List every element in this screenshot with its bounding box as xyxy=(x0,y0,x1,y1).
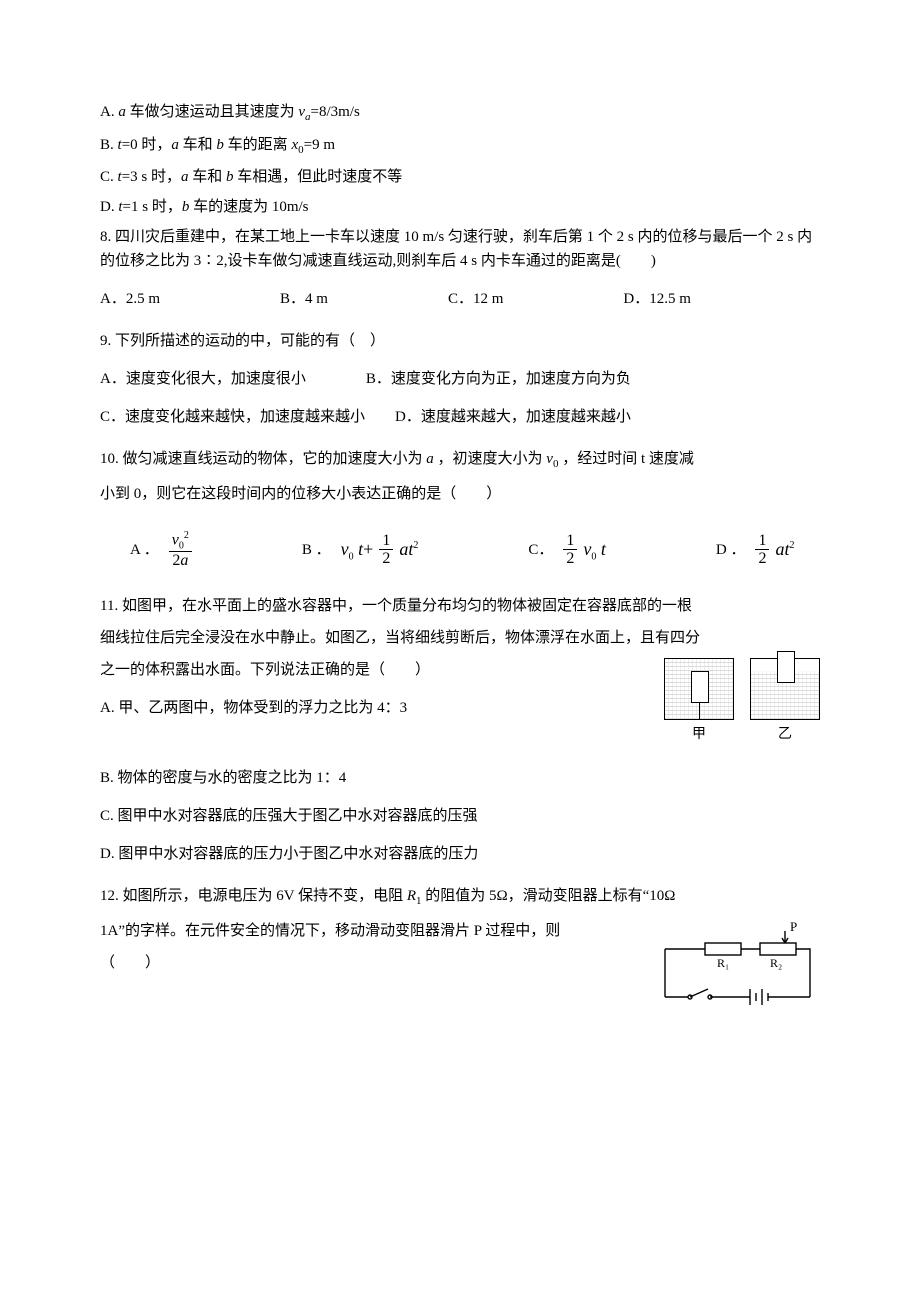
q9-stem: 9. 下列所描述的运动的中，可能的有（ ） xyxy=(100,329,820,353)
q10-choice-a: A ． v02 2a xyxy=(130,530,192,570)
circuit-diagram-icon: R₁ R₂ P xyxy=(650,919,820,1019)
q8-choice-a: A．2.5 m xyxy=(100,287,160,311)
q11-figure: 甲 乙 xyxy=(664,658,820,746)
p-label: P xyxy=(790,919,797,934)
q10-block: 10. 做匀减速直线运动的物体，它的加速度大小为 a ，初速度大小为 v0 ，经… xyxy=(100,447,820,570)
q11-caption-left: 甲 xyxy=(664,724,734,746)
q8-stem: 8. 四川灾后重建中，在某工地上一卡车以速度 10 m/s 匀速行驶，刹车后第 … xyxy=(100,225,820,273)
q10-stem-l1: 10. 做匀减速直线运动的物体，它的加速度大小为 a ，初速度大小为 v0 ，经… xyxy=(100,447,820,474)
q8-choice-b: B．4 m xyxy=(280,287,328,311)
q12-circuit-figure: R₁ R₂ P xyxy=(650,919,820,1019)
q9-row1: A．速度变化很大，加速度很小 B．速度变化方向为正，加速度方向为负 xyxy=(100,367,820,391)
fraction-icon: 1 2 xyxy=(755,532,769,568)
q9-row2: C．速度变化越来越快，加速度越来越小 D．速度越来越大，加速度越来越小 xyxy=(100,405,820,429)
q10-choice-c: C． 1 2 v0 t xyxy=(528,532,606,568)
q11-container-right: 乙 xyxy=(750,658,820,746)
r1-label: R₁ xyxy=(717,956,729,970)
q7-choice-b: B. t=0 时，a 车和 b 车的距离 x0=9 m xyxy=(100,133,820,160)
q7-choice-a: A. a 车做匀速运动且其速度为 va=8/3m/s xyxy=(100,100,820,127)
q11-caption-right: 乙 xyxy=(750,724,820,746)
q10-choice-b: B ． v0 t+ 1 2 at2 xyxy=(302,532,418,568)
q11-l2: 细线拉住后完全浸没在水中静止。如图乙，当将细线剪断后，物体漂浮在水面上，且有四分 xyxy=(100,626,820,650)
q11-choice-d: D. 图甲中水对容器底的压力小于图乙中水对容器底的压力 xyxy=(100,842,820,866)
q8-choice-c: C．12 m xyxy=(448,287,503,311)
page-root: A. a 车做匀速运动且其速度为 va=8/3m/s B. t=0 时，a 车和… xyxy=(0,0,920,1302)
q10-choice-d: D ． 1 2 at2 xyxy=(716,532,795,568)
q11-l1: 11. 如图甲，在水平面上的盛水容器中，一个质量分布均匀的物体被固定在容器底部的… xyxy=(100,594,820,618)
q10-stem-l2: 小到 0，则它在这段时间内的位移大小表达正确的是（ ） xyxy=(100,482,820,506)
q11-container-left: 甲 xyxy=(664,658,734,746)
q9-choice-b: B．速度变化方向为正，加速度方向为负 xyxy=(366,367,631,391)
q9-choice-d: D．速度越来越大，加速度越来越小 xyxy=(395,405,631,429)
q9-choice-c: C．速度变化越来越快，加速度越来越小 xyxy=(100,405,365,429)
fraction-icon: v02 2a xyxy=(169,530,192,570)
q10-formula-row: A ． v02 2a B ． v0 t+ 1 2 at2 C． xyxy=(100,530,820,570)
q12-l1: 12. 如图所示，电源电压为 6V 保持不变，电阻 R1 的阻值为 5Ω，滑动变… xyxy=(100,884,820,911)
q11-choice-b: B. 物体的密度与水的密度之比为 1：4 xyxy=(100,766,820,790)
q7-choice-d: D. t=1 s 时，b 车的速度为 10m/s xyxy=(100,195,820,219)
r2-label: R₂ xyxy=(770,956,782,970)
q12-block: 12. 如图所示，电源电压为 6V 保持不变，电阻 R1 的阻值为 5Ω，滑动变… xyxy=(100,884,820,1025)
q11-choice-c: C. 图甲中水对容器底的压强大于图乙中水对容器底的压强 xyxy=(100,804,820,828)
fraction-icon: 1 2 xyxy=(563,532,577,568)
q11-block: 11. 如图甲，在水平面上的盛水容器中，一个质量分布均匀的物体被固定在容器底部的… xyxy=(100,594,820,866)
q8-choices: A．2.5 m B．4 m C．12 m D．12.5 m xyxy=(100,287,820,311)
fraction-icon: 1 2 xyxy=(379,532,393,568)
q9-choice-a: A．速度变化很大，加速度很小 xyxy=(100,367,306,391)
q8-choice-d: D．12.5 m xyxy=(623,287,691,311)
q7-choice-c: C. t=3 s 时，a 车和 b 车相遇，但此时速度不等 xyxy=(100,165,820,189)
q9-block: 9. 下列所描述的运动的中，可能的有（ ） A．速度变化很大，加速度很小 B．速… xyxy=(100,329,820,429)
